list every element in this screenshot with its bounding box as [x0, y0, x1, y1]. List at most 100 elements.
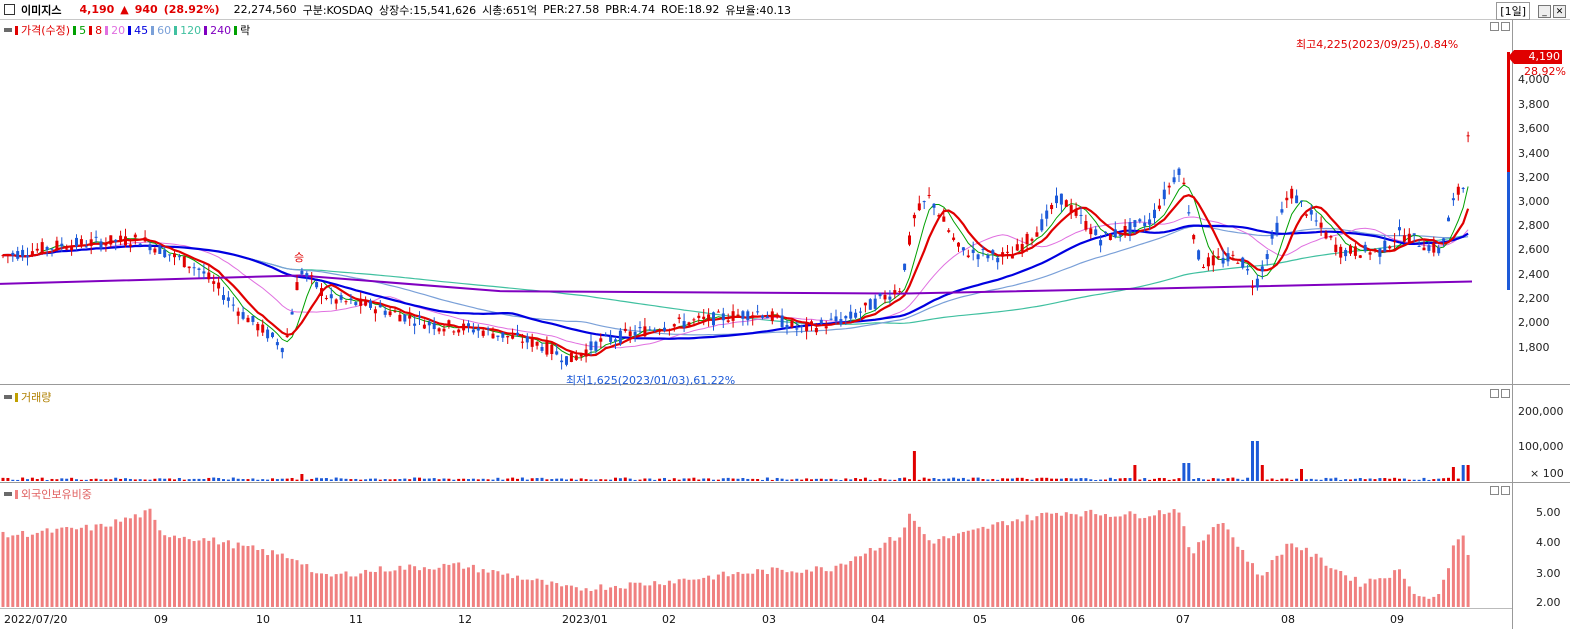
- panel-divider[interactable]: [0, 482, 1570, 483]
- foreign-ratio-bar: [55, 528, 59, 607]
- panel-divider[interactable]: [0, 384, 1570, 385]
- foreign-ratio-bar: [511, 578, 515, 607]
- candle-body: [525, 336, 529, 343]
- candle-body: [770, 311, 774, 321]
- volume-bar: [746, 478, 750, 481]
- panel-handle-icon[interactable]: [4, 492, 12, 496]
- candle-body: [266, 329, 270, 339]
- foreign-ratio-bar: [128, 518, 132, 607]
- price-legend-label[interactable]: 가격(수정): [21, 24, 71, 37]
- candle-body: [927, 194, 931, 196]
- volume-bar: [947, 478, 951, 481]
- panel-close-icon[interactable]: [1501, 389, 1510, 398]
- candle-body: [844, 316, 848, 319]
- volume-bar: [1020, 477, 1024, 481]
- stock-name[interactable]: 이미지스: [21, 3, 62, 17]
- volume-bar: [1, 477, 5, 481]
- candle-body: [1118, 234, 1122, 236]
- candle-body: [275, 342, 279, 346]
- ma240-label[interactable]: 240: [210, 23, 232, 37]
- panel-minimize-icon[interactable]: [1490, 486, 1499, 495]
- candle-body: [594, 341, 598, 351]
- ma60-label[interactable]: 60: [157, 23, 172, 37]
- panel-handle-icon[interactable]: [4, 28, 12, 32]
- candle-body: [1182, 182, 1186, 185]
- volume-bar: [1035, 478, 1039, 481]
- panel-close-icon[interactable]: [1501, 22, 1510, 31]
- period-selector[interactable]: [1일]: [1496, 2, 1530, 20]
- candle-body: [373, 309, 377, 314]
- candle-body: [981, 249, 985, 251]
- foreign-axis-label: 4.00: [1536, 536, 1561, 549]
- ma8-label[interactable]: 8: [95, 23, 103, 37]
- foreign-ratio-bar: [378, 566, 382, 607]
- listed-shares: 상장수:15,541,626: [379, 3, 477, 17]
- candle-body: [604, 334, 608, 336]
- volume-legend-label[interactable]: 거래량: [21, 391, 52, 404]
- ma8-marker-icon: [89, 25, 93, 35]
- candle-body: [638, 327, 642, 329]
- volume-bar: [344, 478, 348, 481]
- ma45-label[interactable]: 45: [134, 23, 149, 37]
- foreign-ratio-bar: [324, 574, 328, 607]
- candle-body: [976, 254, 980, 260]
- volume-bar: [422, 478, 426, 481]
- volume-bar: [1353, 478, 1357, 481]
- event-marker[interactable]: 승: [294, 251, 305, 264]
- foreign-ratio-bar: [1094, 514, 1098, 607]
- foreign-ratio-bar: [133, 514, 137, 607]
- volume-bar: [765, 477, 769, 481]
- minimize-button[interactable]: _: [1538, 4, 1551, 18]
- foreign-legend-label[interactable]: 외국인보유비중: [21, 488, 92, 501]
- candle-body: [148, 244, 152, 251]
- stock-chart-canvas[interactable]: [0, 0, 1512, 629]
- candle-body: [364, 300, 368, 306]
- foreign-ratio-bar: [721, 571, 725, 607]
- candle-body: [643, 326, 647, 337]
- volume-bar: [922, 477, 926, 481]
- panel-handle-icon[interactable]: [4, 395, 12, 399]
- price-range-bar: [1507, 52, 1510, 172]
- price-axis-label: 3,400: [1518, 147, 1550, 160]
- foreign-ratio-bar: [623, 588, 627, 607]
- foreign-ratio-bar: [952, 535, 956, 607]
- close-button[interactable]: ✕: [1553, 4, 1566, 18]
- foreign-ratio-bar: [893, 540, 897, 607]
- volume-bar: [119, 478, 123, 481]
- foreign-ratio-bar: [834, 565, 838, 607]
- foreign-ratio-bar: [1206, 534, 1210, 607]
- volume-bar: [648, 478, 652, 481]
- volume-bar: [143, 479, 147, 481]
- volume-bar: [810, 479, 813, 481]
- panel-close-icon[interactable]: [1501, 486, 1510, 495]
- foreign-ratio-bar: [682, 578, 686, 607]
- volume-bar: [109, 479, 113, 481]
- ma20-label[interactable]: 20: [111, 23, 126, 37]
- ma5-label[interactable]: 5: [79, 23, 87, 37]
- pbr-value: PBR:4.74: [605, 3, 655, 16]
- volume-bar: [128, 478, 132, 481]
- ma120-label[interactable]: 120: [180, 23, 202, 37]
- volume-bar: [1427, 479, 1431, 481]
- y-axis-area[interactable]: [1512, 20, 1570, 629]
- ma240-line: [0, 274, 1473, 295]
- volume-bar: [908, 479, 911, 481]
- candle-body: [829, 318, 833, 320]
- foreign-ratio-bar: [903, 527, 907, 607]
- rak-label[interactable]: 락: [240, 24, 251, 37]
- checkbox-icon[interactable]: [4, 4, 15, 15]
- volume-bar: [873, 479, 877, 481]
- panel-minimize-icon[interactable]: [1490, 389, 1499, 398]
- volume-bar: [124, 478, 127, 481]
- foreign-ratio-bar: [222, 542, 225, 607]
- price-axis-label: 1,800: [1518, 341, 1550, 354]
- volume-bar: [413, 477, 417, 481]
- per-value: PER:27.58: [543, 3, 600, 16]
- volume-bar: [1118, 478, 1122, 481]
- panel-minimize-icon[interactable]: [1490, 22, 1499, 31]
- volume-bar: [55, 479, 59, 481]
- foreign-ratio-bar: [589, 590, 593, 607]
- candle-body: [315, 282, 319, 288]
- foreign-ratio-bar: [65, 527, 69, 607]
- candle-body: [128, 244, 132, 247]
